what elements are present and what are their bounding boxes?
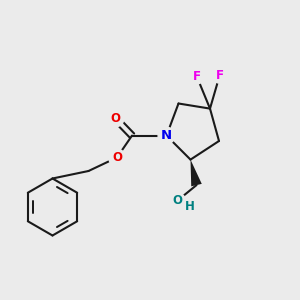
Text: F: F [216,69,224,82]
Text: O: O [172,194,182,208]
Polygon shape [190,160,202,186]
Circle shape [212,68,227,83]
Text: N: N [161,129,172,142]
Circle shape [189,69,204,84]
Circle shape [169,193,185,209]
Circle shape [158,127,175,144]
Text: F: F [193,70,201,83]
Text: H: H [185,200,194,214]
Circle shape [107,110,124,127]
Circle shape [109,149,125,166]
Text: O: O [110,112,121,125]
Text: O: O [112,151,122,164]
